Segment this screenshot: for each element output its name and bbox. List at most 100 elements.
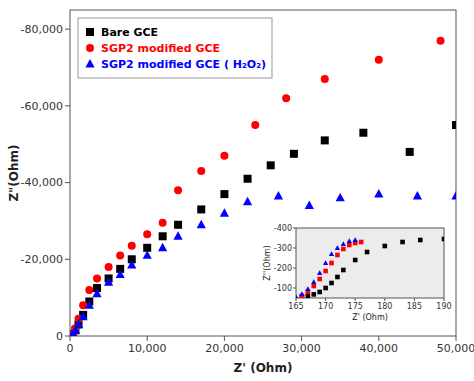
point (400, 240, 405, 245)
point (317, 270, 322, 275)
chart-root: 010,00020,00030,00040,00050,0000-20,000-… (0, 0, 474, 381)
legend: Bare GCE SGP2 modified GCE SGP2 modified G… (78, 18, 272, 78)
y-tick-label: -300 (274, 244, 292, 253)
point (105, 263, 113, 271)
point (365, 250, 370, 255)
point (323, 286, 328, 291)
point (375, 56, 383, 64)
point (159, 219, 167, 227)
inset-chart: 165170175180185190-100-200-300-400Z' (Oh… (262, 222, 452, 332)
point (243, 197, 252, 205)
point (306, 294, 311, 298)
x-tick-label: 165 (288, 302, 303, 311)
point (329, 261, 334, 266)
point (197, 205, 205, 213)
point (305, 286, 310, 291)
series (300, 240, 364, 298)
point (341, 268, 346, 273)
y-tick-label: -20,000 (21, 253, 63, 266)
y-tick-label: -200 (274, 264, 292, 273)
point (220, 208, 229, 216)
point (173, 231, 182, 239)
legend-marker (86, 44, 94, 52)
point (267, 161, 275, 169)
legend-box (78, 18, 272, 78)
x-tick-label: 185 (407, 302, 422, 311)
point (418, 238, 423, 243)
legend-label: SGP2 modified GCE (101, 42, 220, 55)
y-tick (65, 259, 70, 260)
point (116, 270, 125, 278)
x-tick (70, 336, 71, 341)
x-tick-label: 40,000 (360, 342, 399, 355)
series (70, 121, 456, 336)
point (104, 277, 113, 285)
point (305, 201, 314, 209)
point (321, 136, 329, 144)
point (341, 241, 346, 246)
y-axis-label: Z"(Ohm) (7, 144, 21, 201)
point (317, 290, 322, 295)
point (159, 232, 167, 240)
marks (296, 237, 444, 298)
point (383, 244, 388, 249)
x-tick (456, 336, 457, 341)
point (251, 121, 259, 129)
point (323, 260, 328, 265)
point (290, 150, 298, 158)
legend-label: SGP2 modified GCE ( H₂O₂) (101, 58, 266, 71)
point (317, 277, 322, 282)
point (127, 260, 136, 268)
series (300, 237, 444, 298)
point (442, 237, 444, 242)
point (321, 75, 329, 83)
x-tick (301, 336, 302, 341)
series (70, 189, 456, 336)
y-tick-label: -80,000 (21, 23, 63, 36)
y-tick-label: -40,000 (21, 176, 63, 189)
plot-frame (70, 10, 456, 336)
point (311, 292, 316, 297)
point (220, 190, 228, 198)
axes: 165170175180185190-100-200-300-400 (274, 224, 452, 311)
point (158, 243, 167, 251)
point (311, 284, 316, 289)
legend-marker (86, 28, 94, 36)
y-tick (65, 182, 70, 183)
point (143, 230, 151, 238)
x-tick-label: 175 (348, 302, 363, 311)
y-axis-label: Z''(Ohm) (263, 245, 272, 280)
x-tick (147, 336, 148, 341)
marks (70, 37, 456, 336)
point (359, 129, 367, 137)
point (437, 37, 445, 45)
point (74, 319, 83, 327)
y-tick (65, 336, 70, 337)
plot-background (296, 228, 444, 298)
y-tick (65, 105, 70, 106)
point (128, 242, 136, 250)
point (336, 193, 345, 201)
x-axis-label: Z' (Ohm) (352, 313, 388, 322)
point (335, 275, 340, 280)
point (220, 152, 228, 160)
inset-backdrop (262, 222, 452, 332)
point (347, 238, 352, 243)
x-tick-label: 50,000 (437, 342, 474, 355)
point (335, 253, 340, 258)
point (85, 286, 93, 294)
point (353, 258, 358, 263)
point (197, 167, 205, 175)
point (451, 191, 456, 199)
point (341, 247, 346, 252)
legend-label: Bare GCE (101, 26, 158, 39)
series (70, 37, 445, 336)
point (323, 269, 328, 274)
y-tick-label: -400 (274, 224, 292, 233)
point (311, 279, 316, 284)
x-tick-label: 190 (436, 302, 451, 311)
x-tick-label: 170 (318, 302, 333, 311)
y-tick-label: -100 (274, 284, 292, 293)
plot-background (70, 10, 456, 336)
point (244, 175, 252, 183)
